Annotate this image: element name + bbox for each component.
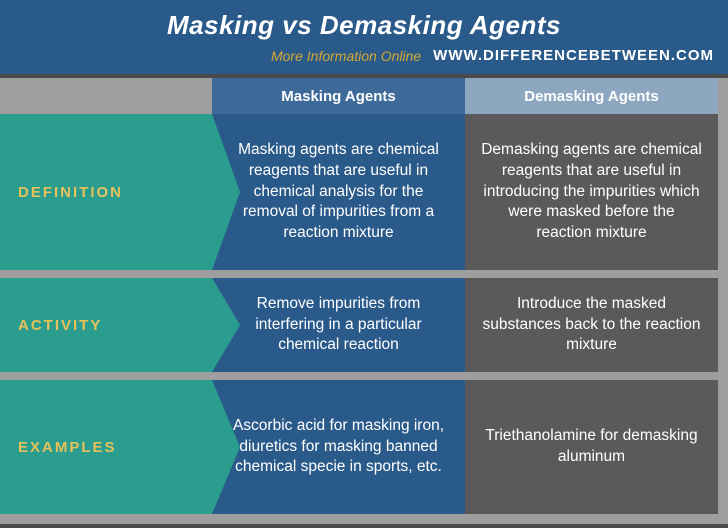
comparison-table: DEFINITION ACTIVITY EXAMPLES Masking Age… (0, 78, 728, 522)
more-info-text: More Information Online (271, 48, 421, 64)
header: Masking vs Demasking Agents More Informa… (0, 0, 728, 78)
bottom-border (0, 524, 728, 528)
infographic-container: Masking vs Demasking Agents More Informa… (0, 0, 728, 528)
cell-examples-demasking: Triethanolamine for demasking aluminum (465, 380, 718, 514)
main-title: Masking vs Demasking Agents (0, 0, 728, 41)
label-text: DEFINITION (18, 184, 123, 201)
cell-activity-masking: Remove impurities from interfering in a … (212, 278, 465, 372)
row-labels-column: DEFINITION ACTIVITY EXAMPLES (0, 78, 212, 522)
column-masking: Masking Agents Masking agents are chemic… (212, 78, 465, 522)
label-text: ACTIVITY (18, 317, 102, 334)
column-header-demasking: Demasking Agents (465, 78, 718, 114)
cell-examples-masking: Ascorbic acid for masking iron, diuretic… (212, 380, 465, 514)
cell-activity-demasking: Introduce the masked substances back to … (465, 278, 718, 372)
data-columns: Masking Agents Masking agents are chemic… (212, 78, 718, 522)
cell-definition-masking: Masking agents are chemical reagents tha… (212, 114, 465, 270)
column-demasking: Demasking Agents Demasking agents are ch… (465, 78, 718, 522)
label-text: EXAMPLES (18, 439, 117, 456)
column-header-masking: Masking Agents (212, 78, 465, 114)
subheader: More Information Online WWW.DIFFERENCEBE… (0, 47, 728, 64)
cell-definition-demasking: Demasking agents are chemical reagents t… (465, 114, 718, 270)
header-spacer (0, 78, 212, 114)
row-label-examples: EXAMPLES (0, 380, 212, 514)
row-label-activity: ACTIVITY (0, 278, 212, 372)
row-label-definition: DEFINITION (0, 114, 212, 270)
site-url: WWW.DIFFERENCEBETWEEN.COM (433, 47, 714, 64)
